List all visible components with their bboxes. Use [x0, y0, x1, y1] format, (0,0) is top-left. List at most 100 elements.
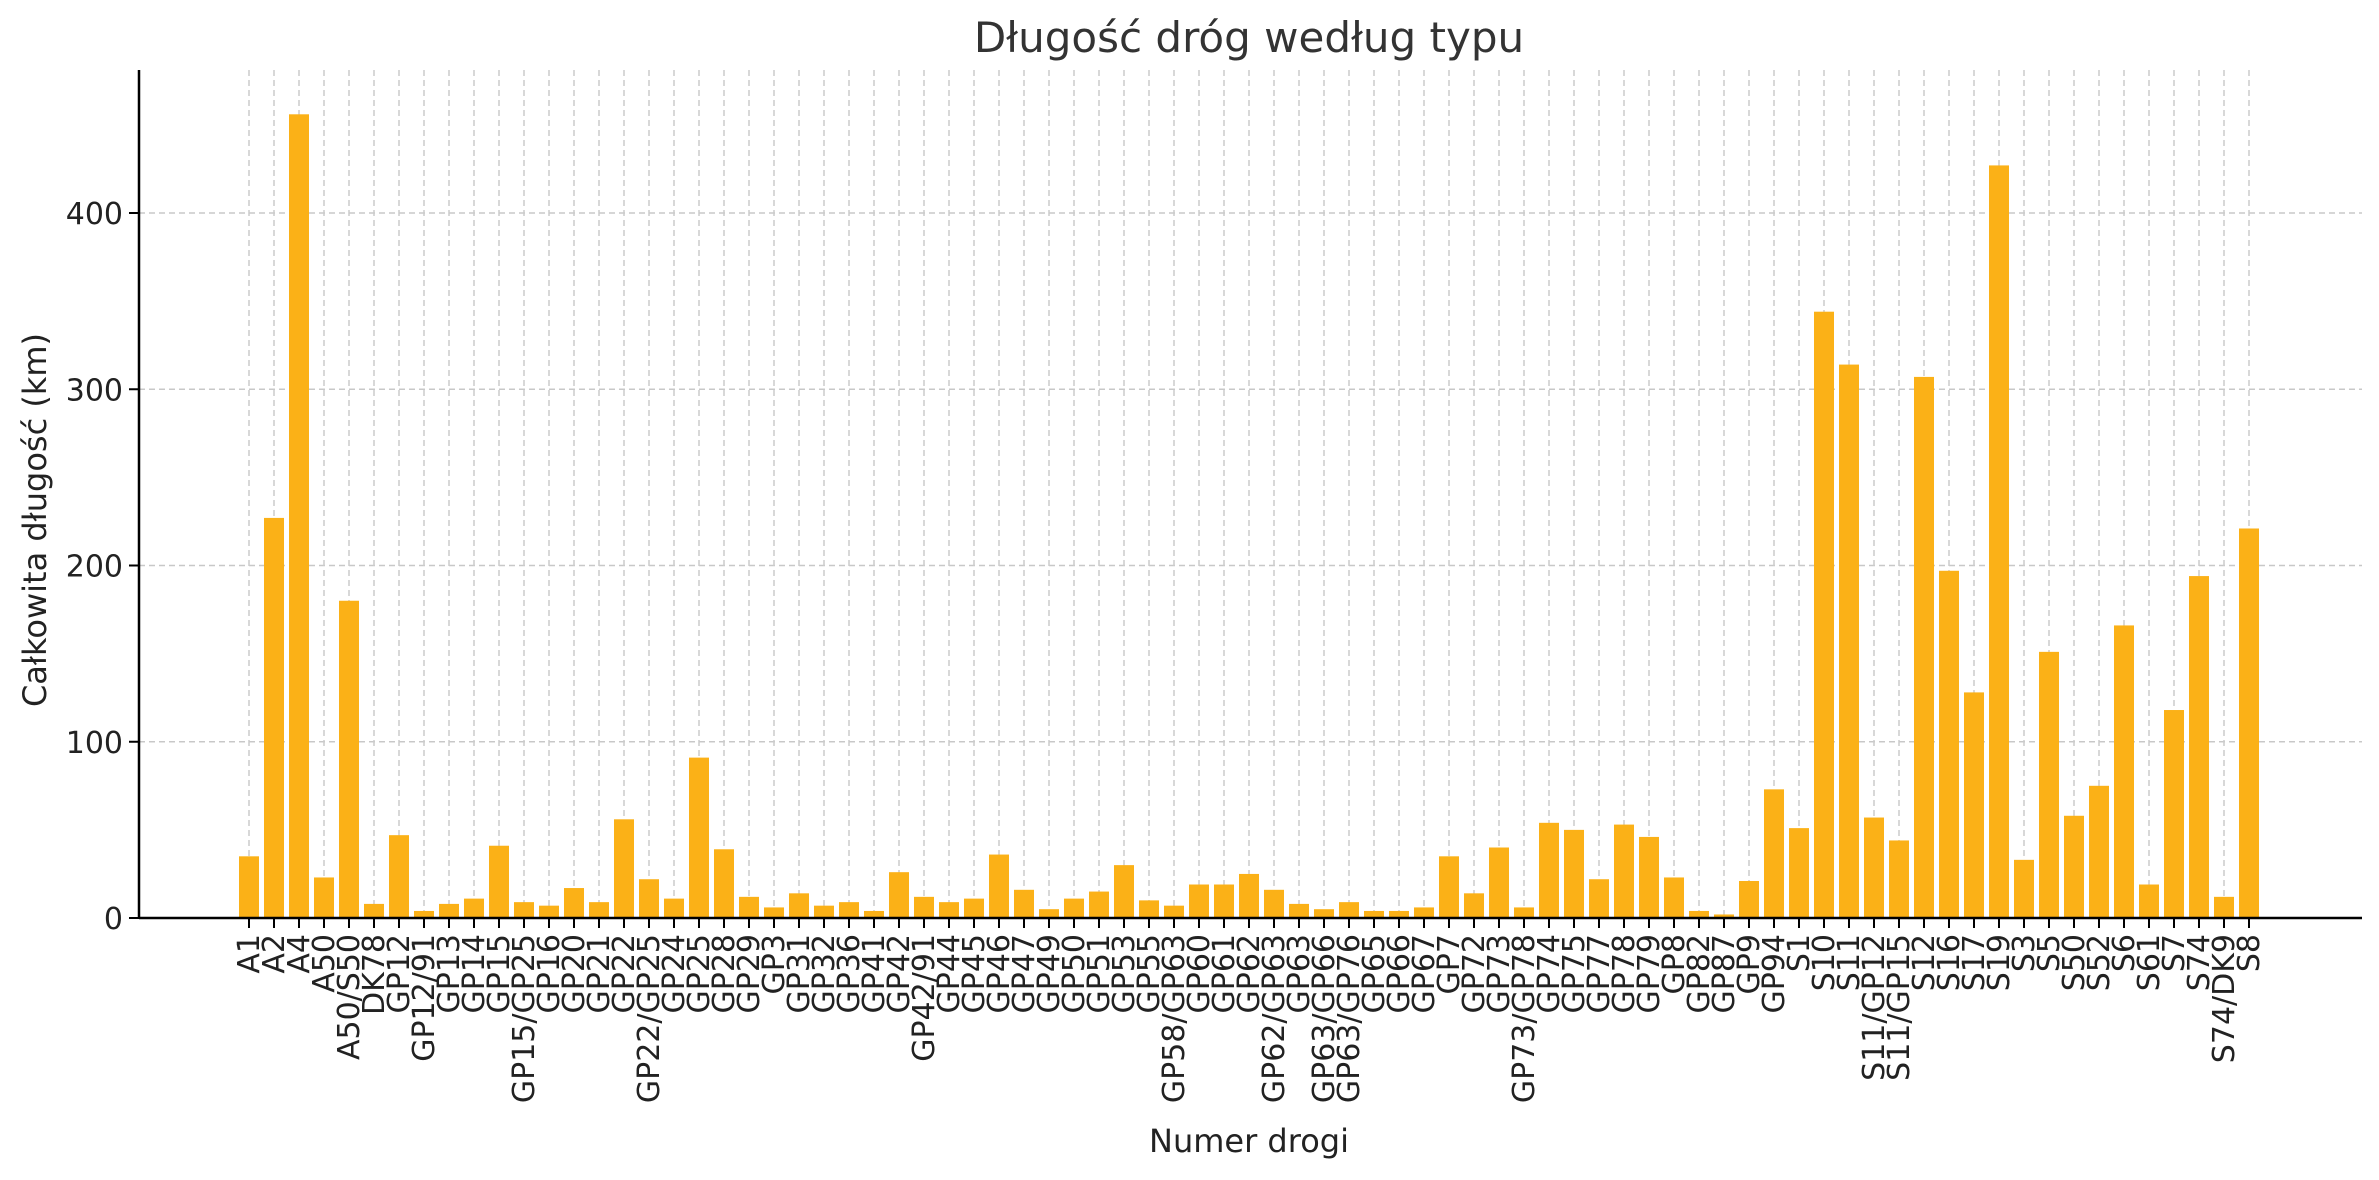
- x-tick-label: GP63/GP76: [1332, 934, 1367, 1103]
- bar: [1639, 836, 1659, 918]
- bar: [1714, 914, 1734, 918]
- x-tick-label: GP15/GP25: [507, 934, 542, 1103]
- bar: [589, 902, 609, 918]
- x-tick-label: GP75: [1557, 934, 1592, 1014]
- bar: [1814, 311, 1834, 918]
- bar: [689, 757, 709, 918]
- bar: [1114, 865, 1134, 918]
- x-tick-label: S74: [2182, 934, 2217, 991]
- x-tick-label: GP74: [1532, 934, 1567, 1014]
- bar: [1064, 898, 1084, 918]
- bar: [714, 849, 734, 918]
- bar: [1339, 902, 1359, 918]
- x-tick-label: GP51: [1082, 934, 1117, 1014]
- x-tick-label: GP53: [1107, 934, 1142, 1014]
- x-tick-label: A4: [282, 934, 317, 974]
- x-tick-label: GP66: [1382, 934, 1417, 1014]
- x-tick-label: S12: [1907, 934, 1942, 991]
- x-tick-label: GP49: [1032, 934, 1067, 1014]
- x-tick-label: S6: [2107, 934, 2142, 972]
- bar: [1564, 829, 1584, 918]
- x-tick-label: GP12/91: [407, 934, 442, 1062]
- x-tick-label: GP73: [1482, 934, 1517, 1014]
- bar: [964, 898, 984, 918]
- bar: [1389, 910, 1409, 918]
- x-tick-label: S11: [1832, 934, 1867, 991]
- x-tick-label: DK78: [357, 934, 392, 1015]
- bar: [1839, 364, 1859, 918]
- bar: [2164, 710, 2184, 918]
- x-tick-label: GP63/GP66: [1307, 934, 1342, 1103]
- x-tick-label: GP94: [1757, 934, 1792, 1014]
- x-tick-label: S7: [2157, 934, 2192, 972]
- y-tick-label: 300: [66, 373, 123, 408]
- x-tick-label: GP31: [782, 934, 817, 1014]
- bar: [1539, 822, 1559, 918]
- bar: [539, 905, 559, 918]
- x-tick-label: A50/S50: [332, 934, 367, 1060]
- x-tick-label: GP24: [657, 934, 692, 1014]
- x-tick-label: GP29: [732, 934, 767, 1014]
- bar: [414, 910, 434, 918]
- x-tick-label: S11/GP12: [1857, 934, 1892, 1081]
- x-tick-label: GP14: [457, 934, 492, 1014]
- bar: [1514, 907, 1534, 918]
- x-tick-label: A2: [257, 934, 292, 974]
- bar: [864, 910, 884, 918]
- bar: [1089, 891, 1109, 918]
- x-tick-label: GP79: [1632, 934, 1667, 1014]
- bar: [939, 902, 959, 918]
- x-tick-label: GP16: [532, 934, 567, 1014]
- x-tick-label: GP55: [1132, 934, 1167, 1014]
- bar: [489, 845, 509, 918]
- grid-lines: [139, 70, 2362, 918]
- x-tick-label: GP58/GP63: [1157, 934, 1192, 1103]
- bar: [1964, 692, 1984, 918]
- x-tick-label: GP63: [1282, 934, 1317, 1014]
- x-tick-label: GP46: [982, 934, 1017, 1014]
- x-axis-title: Numer drogi: [1149, 1122, 1349, 1160]
- bar: [1439, 856, 1459, 918]
- bar: [1464, 893, 1484, 918]
- bar: [889, 872, 909, 918]
- x-tick-label: GP62: [1232, 934, 1267, 1014]
- bar: [1614, 824, 1634, 918]
- bar: [1414, 907, 1434, 918]
- bar: [2089, 785, 2109, 918]
- x-tick-label: S16: [1932, 934, 1967, 991]
- bar: [1589, 879, 1609, 918]
- x-tick-label: S52: [2082, 934, 2117, 991]
- x-tick-label: S50: [2057, 934, 2092, 991]
- bar: [264, 517, 284, 918]
- x-tick-label: GP15: [482, 934, 517, 1014]
- bar: [289, 114, 309, 919]
- x-tick-label: GP20: [557, 934, 592, 1014]
- bar: [614, 819, 634, 918]
- x-tick-label: GP36: [832, 934, 867, 1014]
- bar: [339, 600, 359, 918]
- bar: [239, 856, 259, 918]
- x-tick-label: S19: [1982, 934, 2017, 991]
- x-tick-label: GP67: [1407, 934, 1442, 1014]
- bar: [914, 896, 934, 918]
- x-tick-label: GP12: [382, 934, 417, 1014]
- x-tick-label: GP13: [432, 934, 467, 1014]
- y-tick-label: 100: [66, 726, 123, 761]
- x-tick-label: GP60: [1182, 934, 1217, 1014]
- x-tick-label: GP8: [1657, 934, 1692, 994]
- x-tick-label: GP62/GP63: [1257, 934, 1292, 1103]
- bar: [1664, 877, 1684, 918]
- bar: [1014, 889, 1034, 918]
- bar: [1189, 884, 1209, 918]
- bar: [2139, 884, 2159, 918]
- x-tick-label: S5: [2032, 934, 2067, 972]
- y-axis-title: Całkowita długość (km): [16, 333, 54, 707]
- bar: [1889, 840, 1909, 918]
- bar: [639, 879, 659, 918]
- x-tick-label: GP22: [607, 934, 642, 1014]
- x-tick-label: S8: [2232, 934, 2267, 972]
- bar: [1689, 910, 1709, 918]
- bar: [814, 905, 834, 918]
- bar: [1864, 817, 1884, 918]
- bar: [2114, 625, 2134, 918]
